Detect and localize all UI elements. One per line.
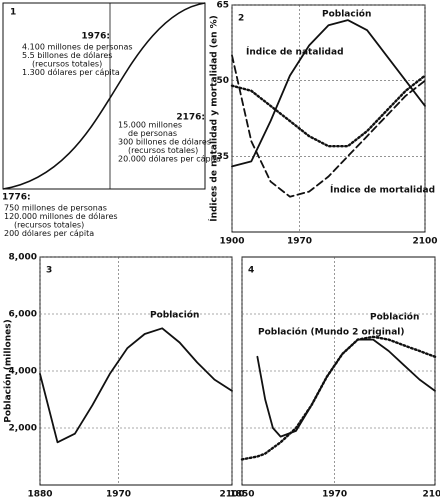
series-line: [240, 335, 437, 461]
y-axis-label: Población (millones): [3, 319, 14, 422]
series-label: Población (Mundo 2 original): [258, 327, 404, 338]
annotation-line: 20.000 dólares per cápita: [118, 154, 221, 164]
annotation-year: 2176:: [176, 113, 205, 123]
annotation-line: 120.000 millones de dólares: [4, 211, 118, 221]
series-line: [230, 74, 427, 148]
annotation-line: (recursos totales): [14, 221, 84, 230]
series-label: Índice de natalidad: [246, 46, 344, 58]
panel-label: 2: [238, 14, 244, 24]
series-label: Población: [322, 9, 371, 20]
series-line: [39, 327, 233, 444]
x-tick-label: 1970: [287, 237, 312, 247]
annotation-line: (recursos totales): [128, 146, 198, 155]
x-tick-label: 1970: [106, 490, 131, 500]
panel-4-grid: [242, 313, 435, 429]
annotation-line: de personas: [128, 129, 177, 138]
annotation-line: 15.000 millones: [118, 121, 182, 130]
annotation-year: 1976:: [81, 32, 110, 42]
panel-label: 3: [46, 266, 52, 276]
annotation-line: 300 billones de dólares: [118, 137, 211, 147]
series-label: Población: [150, 310, 199, 321]
x-tick-label: 1850: [229, 490, 254, 500]
annotation-line: 750 millones de personas: [4, 204, 107, 213]
series-line: [231, 54, 426, 198]
growth-curve: [2, 2, 206, 190]
y-tick-label: 2,000: [9, 424, 37, 434]
series-label: Población: [370, 312, 419, 323]
annotation-line: (recursos totales): [32, 60, 102, 69]
x-tick-label: 2100: [422, 490, 440, 500]
y-tick-label: 6,000: [9, 310, 37, 320]
y-tick-label: 35: [216, 152, 229, 162]
annotation-line: 1.300 dólares per cápita: [22, 67, 120, 77]
y-tick-label: 50: [216, 76, 229, 86]
frame: [2, 2, 206, 190]
panel-label: 1: [10, 8, 16, 18]
x-tick-label: 1880: [27, 490, 52, 500]
x-tick-label: 2100: [412, 237, 437, 247]
y-tick-label: 4,000: [9, 367, 37, 377]
y-axis-label: Índices de natalidad y mortalidad (en %): [208, 15, 220, 222]
panel-label: 4: [248, 266, 254, 276]
annotation-line: 200 dólares per cápita: [4, 228, 94, 238]
annotation-line: 5.5 billones de dólares: [22, 50, 112, 60]
y-tick-label: 8,000: [9, 253, 37, 263]
x-tick-label: 1970: [322, 490, 347, 500]
x-tick-label: 1900: [219, 237, 244, 247]
series-label: Índice de mortalidad: [330, 184, 435, 196]
y-tick-label: 65: [216, 1, 229, 11]
annotation-year: 1776:: [2, 193, 31, 203]
x-tick-label: 2100: [219, 490, 244, 500]
series-line: [231, 19, 426, 168]
annotation-line: 4.100 millones de personas: [22, 43, 133, 52]
